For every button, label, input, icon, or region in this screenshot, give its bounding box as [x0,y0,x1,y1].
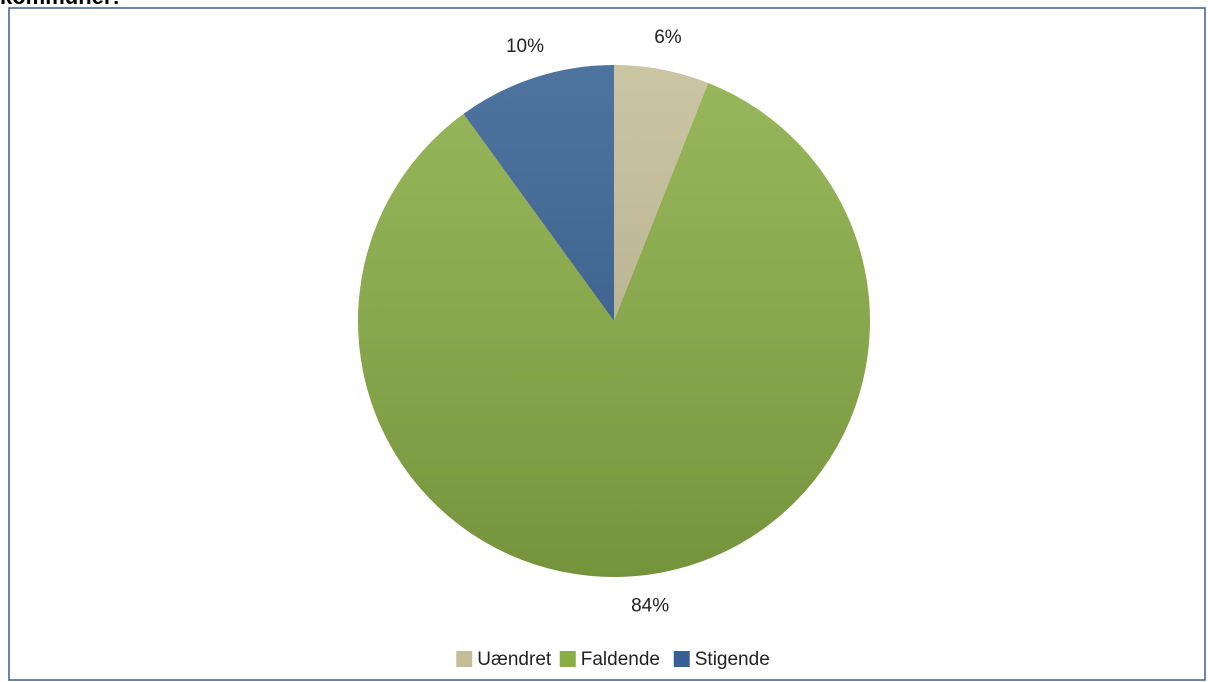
data-label: 10% [506,36,544,57]
legend-label: Faldende [581,649,660,670]
legend-swatch [673,651,690,667]
legend-label: Uændret [477,649,552,670]
data-label: 6% [654,27,682,48]
legend-swatch [559,651,576,667]
legend-swatch [456,651,473,667]
data-label: 84% [631,596,669,617]
legend-label: Stigende [695,649,770,670]
chart-title: kommuner: [0,0,120,9]
